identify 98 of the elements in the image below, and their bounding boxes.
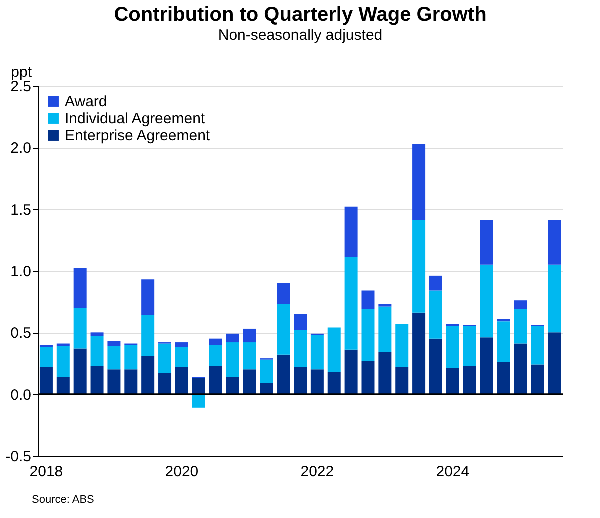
bar <box>294 367 307 394</box>
legend-label: Individual Agreement <box>65 110 206 128</box>
bar <box>226 342 240 378</box>
bar <box>124 345 138 370</box>
bar <box>142 356 155 394</box>
bar <box>412 220 426 313</box>
bar <box>260 383 274 394</box>
bar <box>344 257 358 350</box>
bar <box>243 342 256 370</box>
bar <box>548 332 562 394</box>
bar <box>294 314 307 330</box>
bar <box>56 377 70 394</box>
bar <box>497 322 510 362</box>
bar <box>480 264 494 338</box>
bar <box>74 308 87 349</box>
bar <box>480 338 494 394</box>
bar <box>74 268 87 308</box>
bar <box>463 326 476 366</box>
x-tick-label: 2018 <box>30 464 64 480</box>
bar <box>175 367 188 394</box>
y-tick-label: 0.0 <box>10 386 32 404</box>
bar <box>429 338 442 394</box>
bar <box>378 304 392 307</box>
y-tick-label: 0.5 <box>10 325 32 342</box>
bar <box>209 345 222 366</box>
bar <box>396 324 409 368</box>
y-tick-label: 2.0 <box>10 140 32 158</box>
bar <box>463 366 476 394</box>
bar <box>158 344 172 374</box>
bar <box>243 370 256 394</box>
bar <box>446 368 460 394</box>
bar <box>378 352 392 394</box>
bar <box>40 347 53 368</box>
bar <box>344 350 358 394</box>
bar <box>226 377 240 394</box>
bar <box>260 360 274 384</box>
y-axis-title: ppt <box>11 64 33 81</box>
bar <box>192 394 206 408</box>
bar <box>396 367 409 394</box>
bar <box>378 306 392 352</box>
bar <box>209 366 222 394</box>
bar <box>412 144 426 220</box>
bar <box>192 378 206 394</box>
bar <box>124 370 138 394</box>
bar <box>362 309 375 362</box>
bar <box>74 348 87 394</box>
bar <box>514 344 528 394</box>
bar <box>142 315 155 356</box>
bar <box>226 334 240 343</box>
bar <box>514 309 528 344</box>
bar <box>412 312 426 394</box>
x-tick-label: 2024 <box>436 464 470 480</box>
bar <box>548 220 562 265</box>
bar <box>480 220 494 265</box>
bar <box>108 370 121 394</box>
bar <box>328 328 341 372</box>
x-tick-label: 2020 <box>165 464 199 480</box>
bar <box>40 367 53 394</box>
bar <box>90 336 104 366</box>
bar <box>429 290 442 339</box>
y-tick-label: 1.0 <box>10 264 32 280</box>
x-tick-label: 2022 <box>300 464 334 480</box>
bar <box>531 326 544 365</box>
legend-label: Enterprise Agreement <box>65 128 211 144</box>
chart-title: Contribution to Quarterly Wage Growth <box>114 4 487 26</box>
bar <box>90 366 104 394</box>
bar <box>158 373 172 394</box>
bar <box>142 280 155 316</box>
bar <box>108 346 121 370</box>
bar <box>497 362 510 394</box>
bar <box>362 290 375 310</box>
bar <box>175 342 188 348</box>
bar <box>90 332 104 336</box>
bar <box>362 361 375 394</box>
bar <box>310 370 324 394</box>
bar <box>514 300 528 310</box>
bar <box>277 304 290 355</box>
bar <box>243 328 256 343</box>
bar <box>548 264 562 333</box>
bar <box>531 364 544 394</box>
bar <box>209 338 222 345</box>
bar <box>108 341 121 346</box>
y-tick-label: -0.5 <box>6 448 32 466</box>
bar <box>328 372 341 394</box>
y-tick-label: 1.5 <box>10 202 32 219</box>
bar <box>277 354 290 394</box>
bar <box>310 335 324 370</box>
bar <box>429 276 442 291</box>
legend-label: Award <box>65 94 108 110</box>
bar <box>446 326 460 368</box>
bar <box>294 330 307 368</box>
bar <box>344 206 358 258</box>
bar <box>56 346 70 378</box>
source-note: Source: ABS <box>32 494 94 506</box>
bar <box>277 283 290 304</box>
bar <box>497 319 510 322</box>
chart-subtitle: Non-seasonally adjusted <box>218 27 383 44</box>
bar <box>175 347 188 368</box>
